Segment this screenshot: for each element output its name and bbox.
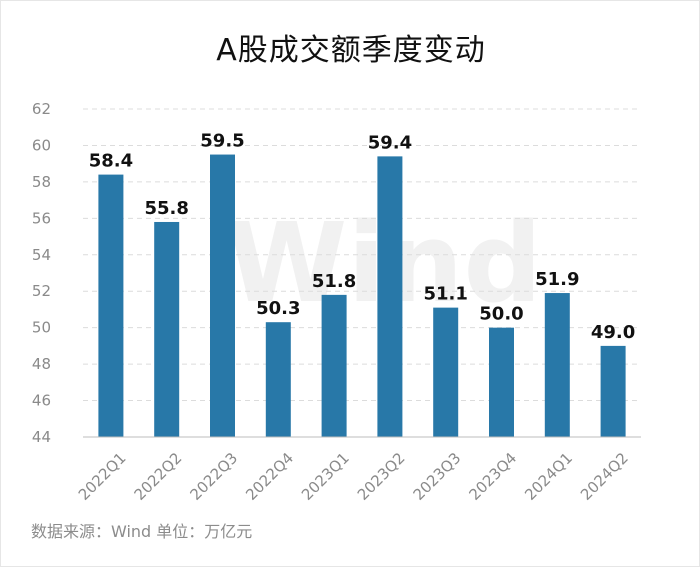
chart-title: A股成交额季度变动 <box>216 33 486 68</box>
x-tick-label: 2023Q4 <box>465 449 520 504</box>
x-tick-label: 2023Q3 <box>410 449 465 504</box>
y-tick-label: 50 <box>32 319 51 337</box>
data-label: 51.9 <box>535 269 579 290</box>
y-tick-label: 52 <box>32 282 51 300</box>
data-label: 59.4 <box>368 132 412 153</box>
data-label: 58.4 <box>89 151 133 172</box>
x-tick-label: 2023Q2 <box>354 449 409 504</box>
bar-2023Q3 <box>433 307 459 437</box>
source-note: 数据来源：Wind 单位：万亿元 <box>31 522 253 541</box>
x-tick-label: 2022Q3 <box>186 449 241 504</box>
data-label: 49.0 <box>591 322 635 343</box>
bar-2024Q1 <box>544 293 570 437</box>
y-tick-label: 44 <box>32 428 51 446</box>
bar-2022Q3 <box>210 154 235 438</box>
data-label: 51.1 <box>423 284 467 305</box>
bar-2022Q4 <box>265 322 291 437</box>
y-tick-label: 54 <box>32 246 51 264</box>
data-label: 51.8 <box>312 271 356 292</box>
bars <box>98 154 626 438</box>
data-labels: 58.4 55.8 59.5 50.3 51.8 59.4 51.1 50.0 51.9 49.0 <box>89 131 636 343</box>
data-label: 55.8 <box>144 198 188 219</box>
y-tick-label: 48 <box>32 355 51 373</box>
y-tick-label: 58 <box>32 173 51 191</box>
x-tick-label: 2024Q1 <box>521 449 576 504</box>
bar-2024Q2 <box>600 345 626 437</box>
y-tick-label: 56 <box>32 209 51 227</box>
x-tick-label: 2022Q2 <box>131 449 186 504</box>
bar-2022Q1 <box>98 174 124 437</box>
x-tick-label: 2024Q2 <box>577 449 632 504</box>
y-tick-label: 46 <box>32 392 51 410</box>
data-label: 50.0 <box>479 304 523 325</box>
y-tick-label: 60 <box>32 136 51 154</box>
data-label: 59.5 <box>200 131 244 152</box>
y-axis: 44 46 48 50 52 54 56 58 60 62 <box>32 100 51 446</box>
bar-2023Q4 <box>489 327 514 437</box>
data-label: 50.3 <box>256 298 300 319</box>
bar-2023Q1 <box>321 294 347 437</box>
x-tick-label: 2023Q1 <box>298 449 353 504</box>
x-tick-label: 2022Q1 <box>75 449 130 504</box>
y-tick-label: 62 <box>32 100 51 118</box>
x-axis: 2022Q1 2022Q2 2022Q3 2022Q4 2023Q1 2023Q2 2023… <box>75 436 641 504</box>
bar-2023Q2 <box>377 156 403 437</box>
bar-2022Q2 <box>154 221 180 437</box>
x-tick-label: 2022Q4 <box>242 449 297 504</box>
